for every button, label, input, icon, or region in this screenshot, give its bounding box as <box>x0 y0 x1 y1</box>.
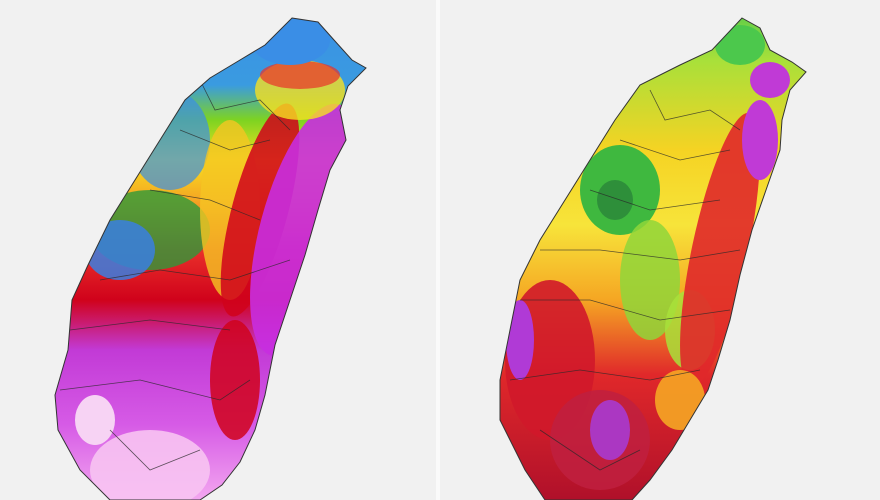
field-blob <box>506 300 534 380</box>
boundary-lines <box>59 79 291 471</box>
field-blob <box>210 320 260 440</box>
coastline <box>499 17 807 500</box>
field-blob <box>590 400 630 460</box>
boundary-lines <box>509 89 741 471</box>
field-blob <box>260 61 340 89</box>
field-blob <box>715 25 765 65</box>
field-blob <box>220 103 300 317</box>
field-blob <box>750 62 790 98</box>
coastline <box>54 17 367 500</box>
field-blob <box>75 395 115 445</box>
field-blob <box>597 180 633 220</box>
field-blob <box>620 220 680 340</box>
field-blob <box>742 100 778 180</box>
divider <box>436 0 440 500</box>
field-blob <box>680 112 760 388</box>
